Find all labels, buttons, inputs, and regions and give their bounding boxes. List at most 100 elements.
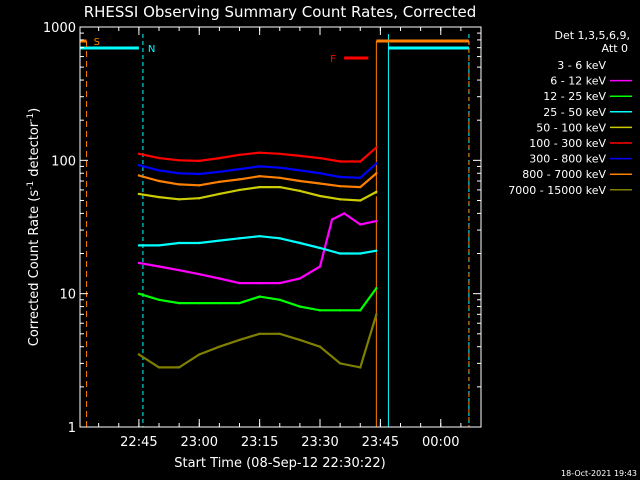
data-point (137, 261, 141, 265)
data-point (318, 182, 322, 185)
data-point (238, 167, 241, 171)
data-point (375, 190, 378, 194)
legend-title-line1: Det 1,3,5,6,9, (554, 29, 630, 42)
data-point (338, 362, 342, 365)
data-point (342, 212, 346, 215)
data-point (198, 353, 201, 356)
data-point (177, 159, 181, 162)
legend-label: 50 - 100 keV (536, 121, 606, 134)
data-point (198, 301, 201, 305)
data-point (238, 237, 241, 240)
data-point (338, 175, 342, 179)
legend-label: 25 - 50 keV (543, 106, 606, 119)
data-point (177, 246, 181, 250)
data-point (177, 183, 181, 186)
data-point (198, 272, 201, 276)
data-point (375, 162, 378, 165)
legend-label: 3 - 6 keV (557, 59, 606, 72)
data-point (278, 272, 281, 276)
data-point (177, 366, 181, 369)
plot-frame (79, 26, 482, 428)
data-point (218, 192, 221, 196)
data-point (298, 338, 302, 342)
x-tick-label: 22:45 (120, 435, 157, 450)
data-point (238, 188, 241, 192)
legend-label: 7000 - 15000 keV (508, 184, 606, 197)
data-point (318, 194, 322, 198)
data-point (198, 196, 201, 200)
data-point (137, 292, 141, 295)
legend-label: 12 - 25 keV (543, 90, 606, 103)
data-point (198, 172, 201, 176)
series-line-8 (138, 313, 378, 369)
data-point (258, 234, 261, 238)
data-point (359, 366, 362, 369)
data-point (359, 252, 362, 255)
data-point (359, 185, 362, 189)
night-label: N (148, 44, 155, 55)
data-point (298, 189, 302, 193)
data-point (157, 234, 161, 238)
series-line-5 (138, 146, 378, 163)
flare-label: F (330, 54, 336, 65)
data-point (157, 156, 161, 160)
y-tick-label: 10 (59, 288, 76, 303)
data-point (258, 272, 261, 276)
chart-title: RHESSI Observing Summary Count Rates, Co… (84, 3, 477, 21)
data-point (218, 345, 221, 348)
data-point (278, 185, 281, 189)
data-point (375, 146, 378, 149)
data-point (258, 295, 261, 298)
data-point (359, 309, 362, 312)
data-point (177, 241, 181, 245)
series-group (137, 146, 378, 369)
data-point (238, 268, 241, 272)
data-point (137, 353, 141, 356)
x-tick-label: 23:00 (181, 435, 218, 450)
saa-label: S (94, 37, 100, 48)
axes: 1 10 100 1000 22:45 23:00 23:15 23:30 23:45 00:00 (43, 21, 482, 450)
legend-label: 100 - 300 keV (529, 137, 606, 150)
data-point (218, 170, 221, 174)
data-point (351, 215, 354, 218)
legend-label: 300 - 800 keV (529, 153, 606, 166)
data-point (375, 172, 378, 175)
data-point (318, 172, 322, 175)
data-point (177, 172, 181, 175)
data-point (258, 281, 261, 285)
data-point (137, 244, 141, 247)
data-point (218, 265, 221, 268)
data-point (375, 219, 378, 223)
data-point (338, 309, 342, 312)
data-point (318, 309, 322, 312)
data-point (218, 277, 221, 280)
data-point (157, 179, 161, 183)
series-line-7 (138, 172, 378, 189)
x-tick-label: 23:45 (362, 435, 399, 450)
data-point (318, 241, 322, 245)
data-point (359, 176, 362, 179)
data-point (318, 345, 322, 348)
data-point (177, 301, 181, 305)
x-axis-label: Start Time (08-Sep-12 22:30:22) (174, 456, 385, 471)
data-point (298, 277, 302, 280)
data-point (157, 195, 161, 199)
data-point (359, 223, 362, 226)
y-tick-label: 100 (51, 154, 76, 169)
data-point (157, 244, 161, 247)
data-point (258, 151, 261, 154)
data-point (375, 249, 378, 252)
data-point (258, 175, 261, 178)
data-point (298, 169, 302, 172)
data-point (137, 163, 141, 167)
data-point (298, 261, 302, 265)
data-point (330, 218, 334, 221)
data-point (278, 298, 281, 301)
data-point (359, 199, 362, 202)
series-line-0 (146, 194, 377, 276)
data-point (278, 166, 281, 169)
data-point (177, 198, 181, 201)
data-point (258, 185, 261, 189)
data-point (298, 241, 302, 245)
